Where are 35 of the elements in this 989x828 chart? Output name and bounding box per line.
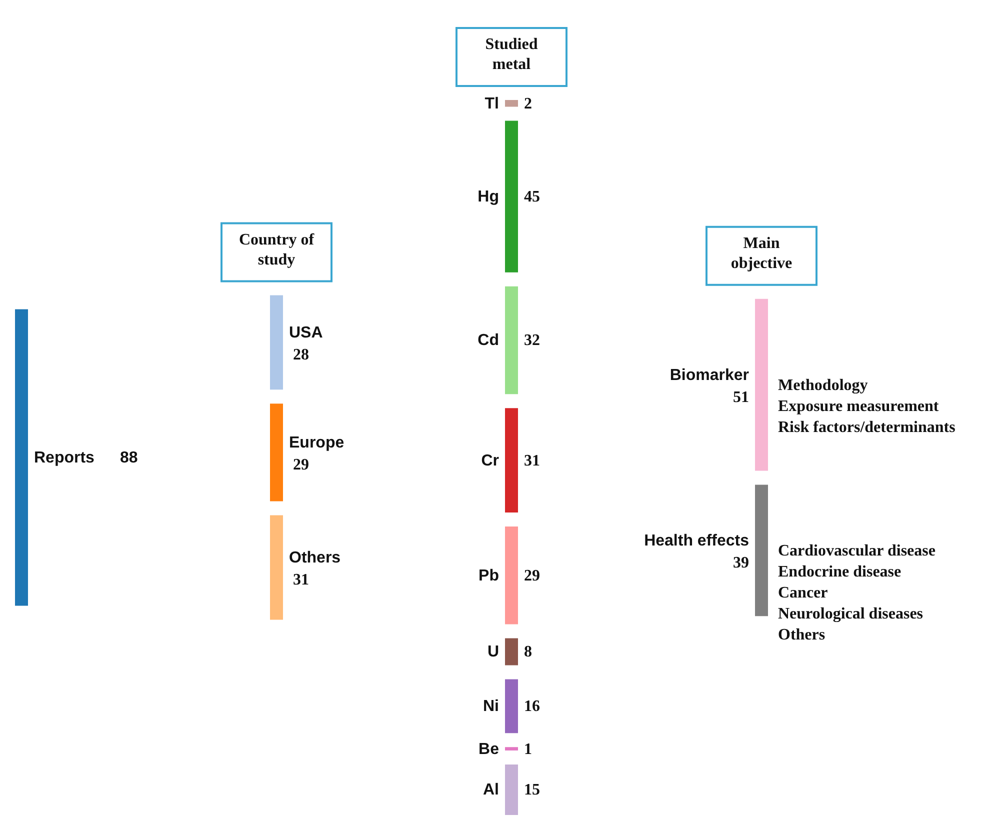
data-label: 31 [524,452,540,470]
category-label: Biomarker [670,366,749,384]
data-label: 2 [524,95,532,112]
data-label: 51 [733,388,749,406]
data-label: 39 [733,554,749,572]
text: Main objective [730,234,792,272]
data-label: 15 [524,782,540,799]
data-label: 1 [524,740,532,758]
data-label: 8 [524,644,532,661]
text: Methodology Exposure measurement Risk factors/determinants [778,376,956,436]
data-label: 29 [293,456,309,474]
category-label: Be [478,740,500,758]
category-label: Tl [484,95,499,112]
category-label: Al [483,782,499,799]
category-label: Cd [478,332,499,350]
category-label: Hg [478,188,499,206]
category-label: USA [289,324,324,342]
data-label: 32 [524,332,540,350]
data-label: 16 [524,698,540,716]
data-label: 31 [293,572,309,589]
category-label: Cr [481,452,499,470]
data-label: 29 [524,567,540,584]
category-label: Ni [483,698,499,716]
category-label: Reports [34,450,95,466]
category-label: Health effects [644,532,750,550]
category-label: Pb [478,567,500,584]
text: Studied metal [485,36,538,73]
data-label: 45 [524,188,540,206]
category-label: U [487,644,499,661]
data-label: 28 [293,346,309,364]
text: Cardiovascular disease Endocrine disease Cancer Neurological diseases Others [778,542,936,644]
category-label: Europe [289,434,344,452]
text: Country of study [238,231,315,268]
data-label: 88 [120,450,138,466]
category-label: Others [289,550,341,567]
